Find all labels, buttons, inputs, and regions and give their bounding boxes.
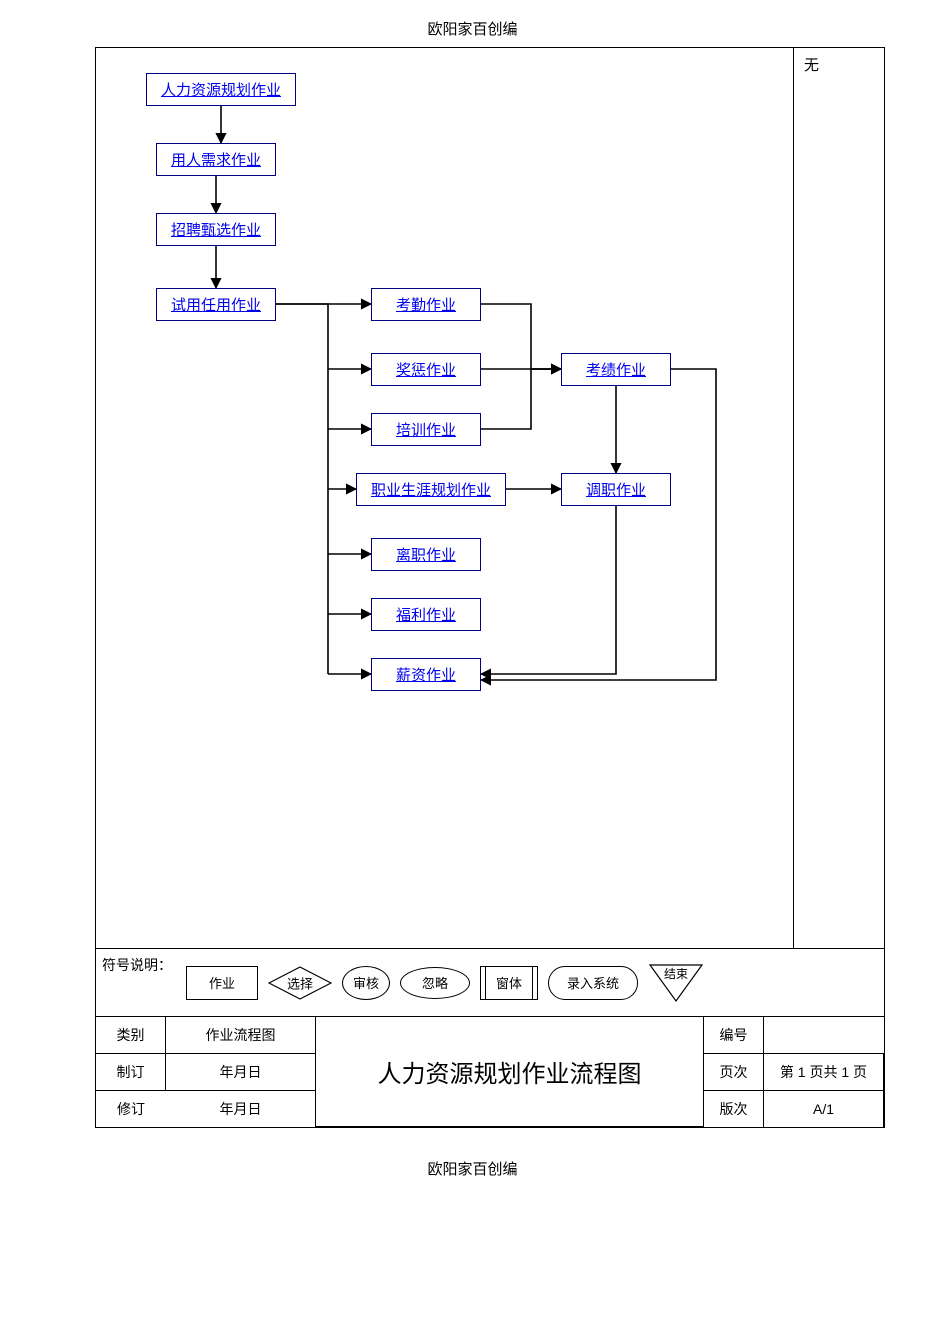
flow-node-link-n2[interactable]: 用人需求作业 — [171, 152, 261, 169]
flow-node-link-n6[interactable]: 奖惩作业 — [396, 362, 456, 379]
legend-round: 录入系统 — [548, 966, 638, 1000]
info-cell-number-label: 编号 — [704, 1017, 764, 1054]
flow-node-n12[interactable]: 考绩作业 — [561, 353, 671, 386]
flow-node-n7[interactable]: 培训作业 — [371, 413, 481, 446]
flow-node-link-n5[interactable]: 考勤作业 — [396, 297, 456, 314]
flow-node-link-n8[interactable]: 职业生涯规划作业 — [371, 482, 491, 499]
flow-node-n3[interactable]: 招聘甄选作业 — [156, 213, 276, 246]
info-cell-revised-value: 年月日 — [166, 1091, 316, 1127]
info-cell-created-label: 制订 — [96, 1054, 166, 1091]
info-cell-category-label: 类别 — [96, 1017, 166, 1054]
flow-node-n11[interactable]: 薪资作业 — [371, 658, 481, 691]
flow-node-n13[interactable]: 调职作业 — [561, 473, 671, 506]
document-title: 人力资源规划作业流程图 — [316, 1017, 704, 1127]
flow-node-link-n11[interactable]: 薪资作业 — [396, 667, 456, 684]
flow-node-link-n1[interactable]: 人力资源规划作业 — [161, 82, 281, 99]
flow-node-link-n10[interactable]: 福利作业 — [396, 607, 456, 624]
flow-node-link-n9[interactable]: 离职作业 — [396, 547, 456, 564]
legend-ellipse: 忽略 — [400, 967, 470, 999]
flow-node-n9[interactable]: 离职作业 — [371, 538, 481, 571]
flow-node-n4[interactable]: 试用任用作业 — [156, 288, 276, 321]
flow-node-link-n13[interactable]: 调职作业 — [586, 482, 646, 499]
page-header: 欧阳家百创编 — [0, 0, 945, 47]
flow-node-n8[interactable]: 职业生涯规划作业 — [356, 473, 506, 506]
flow-node-link-n3[interactable]: 招聘甄选作业 — [171, 222, 261, 239]
legend-circle: 审核 — [342, 966, 390, 1000]
legend-frame: 窗体 — [480, 966, 538, 1000]
legend-rect: 作业 — [186, 966, 258, 1000]
legend-triangle: 结束 — [648, 963, 704, 1003]
info-table: 类别 作业流程图 人力资源规划作业流程图 编号 制订 年月日 页次 第 1 页共… — [96, 1016, 884, 1127]
info-cell-version-value: A/1 — [764, 1091, 884, 1127]
flow-node-n10[interactable]: 福利作业 — [371, 598, 481, 631]
legend-label: 符号说明： — [102, 955, 176, 975]
info-cell-version-label: 版次 — [704, 1091, 764, 1127]
flow-node-n1[interactable]: 人力资源规划作业 — [146, 73, 296, 106]
flow-node-link-n7[interactable]: 培训作业 — [396, 422, 456, 439]
flowchart-area: 人力资源规划作业用人需求作业招聘甄选作业试用任用作业 考勤作业奖惩作业培训作业职业… — [96, 48, 794, 948]
flow-node-n6[interactable]: 奖惩作业 — [371, 353, 481, 386]
flow-node-link-n4[interactable]: 试用任用作业 — [171, 297, 261, 314]
info-cell-revised-label: 修订 — [96, 1091, 166, 1127]
side-column-note: 无 — [794, 48, 884, 948]
document-frame: 无 人力资源规划作业用人需求作业招聘甄选作业试用任用作业 考勤作业奖惩作业培训作业… — [95, 47, 885, 1128]
flow-node-link-n12[interactable]: 考绩作业 — [586, 362, 646, 379]
page-footer: 欧阳家百创编 — [0, 1128, 945, 1199]
flow-node-n2[interactable]: 用人需求作业 — [156, 143, 276, 176]
legend-row: 符号说明： 作业 选择 审核 忽略 窗体 录入系统 结束 — [96, 948, 884, 1016]
info-cell-created-value: 年月日 — [166, 1054, 316, 1091]
flow-node-n5[interactable]: 考勤作业 — [371, 288, 481, 321]
legend-diamond: 选择 — [268, 966, 332, 1000]
info-cell-page-label: 页次 — [704, 1054, 764, 1091]
info-cell-category-value: 作业流程图 — [166, 1017, 316, 1054]
info-cell-number-value — [764, 1017, 884, 1054]
info-cell-page-value: 第 1 页共 1 页 — [764, 1054, 884, 1091]
